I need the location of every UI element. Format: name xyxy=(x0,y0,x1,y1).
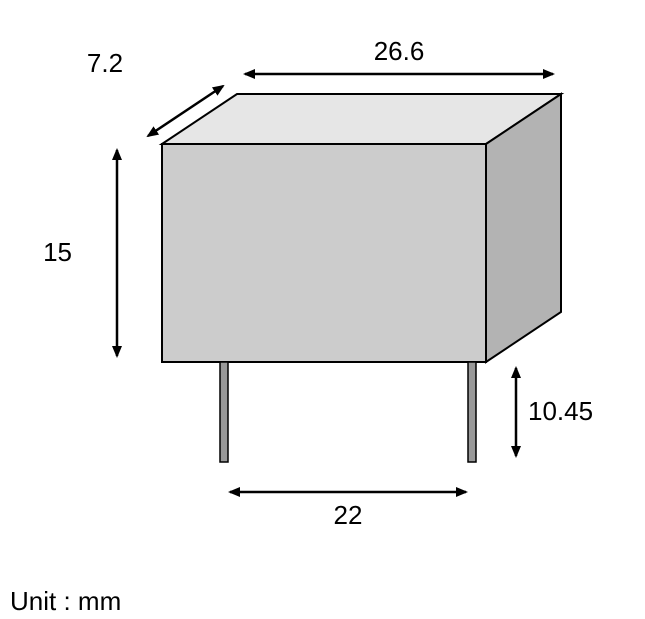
dim-depth-label: 7.2 xyxy=(87,48,123,78)
dim-length-label: 26.6 xyxy=(374,36,425,66)
dimension-drawing: 26.6 7.2 15 10.45 22 Unit : mm xyxy=(0,0,645,619)
dim-height-label: 15 xyxy=(43,237,72,267)
dim-pitch-label: 22 xyxy=(334,500,363,530)
unit-label: Unit : mm xyxy=(10,586,121,616)
lead-right xyxy=(468,362,476,462)
dim-leadlen-label: 10.45 xyxy=(528,396,593,426)
front-face xyxy=(162,144,486,362)
component-body xyxy=(162,94,561,362)
component-leads xyxy=(220,362,476,462)
lead-left xyxy=(220,362,228,462)
